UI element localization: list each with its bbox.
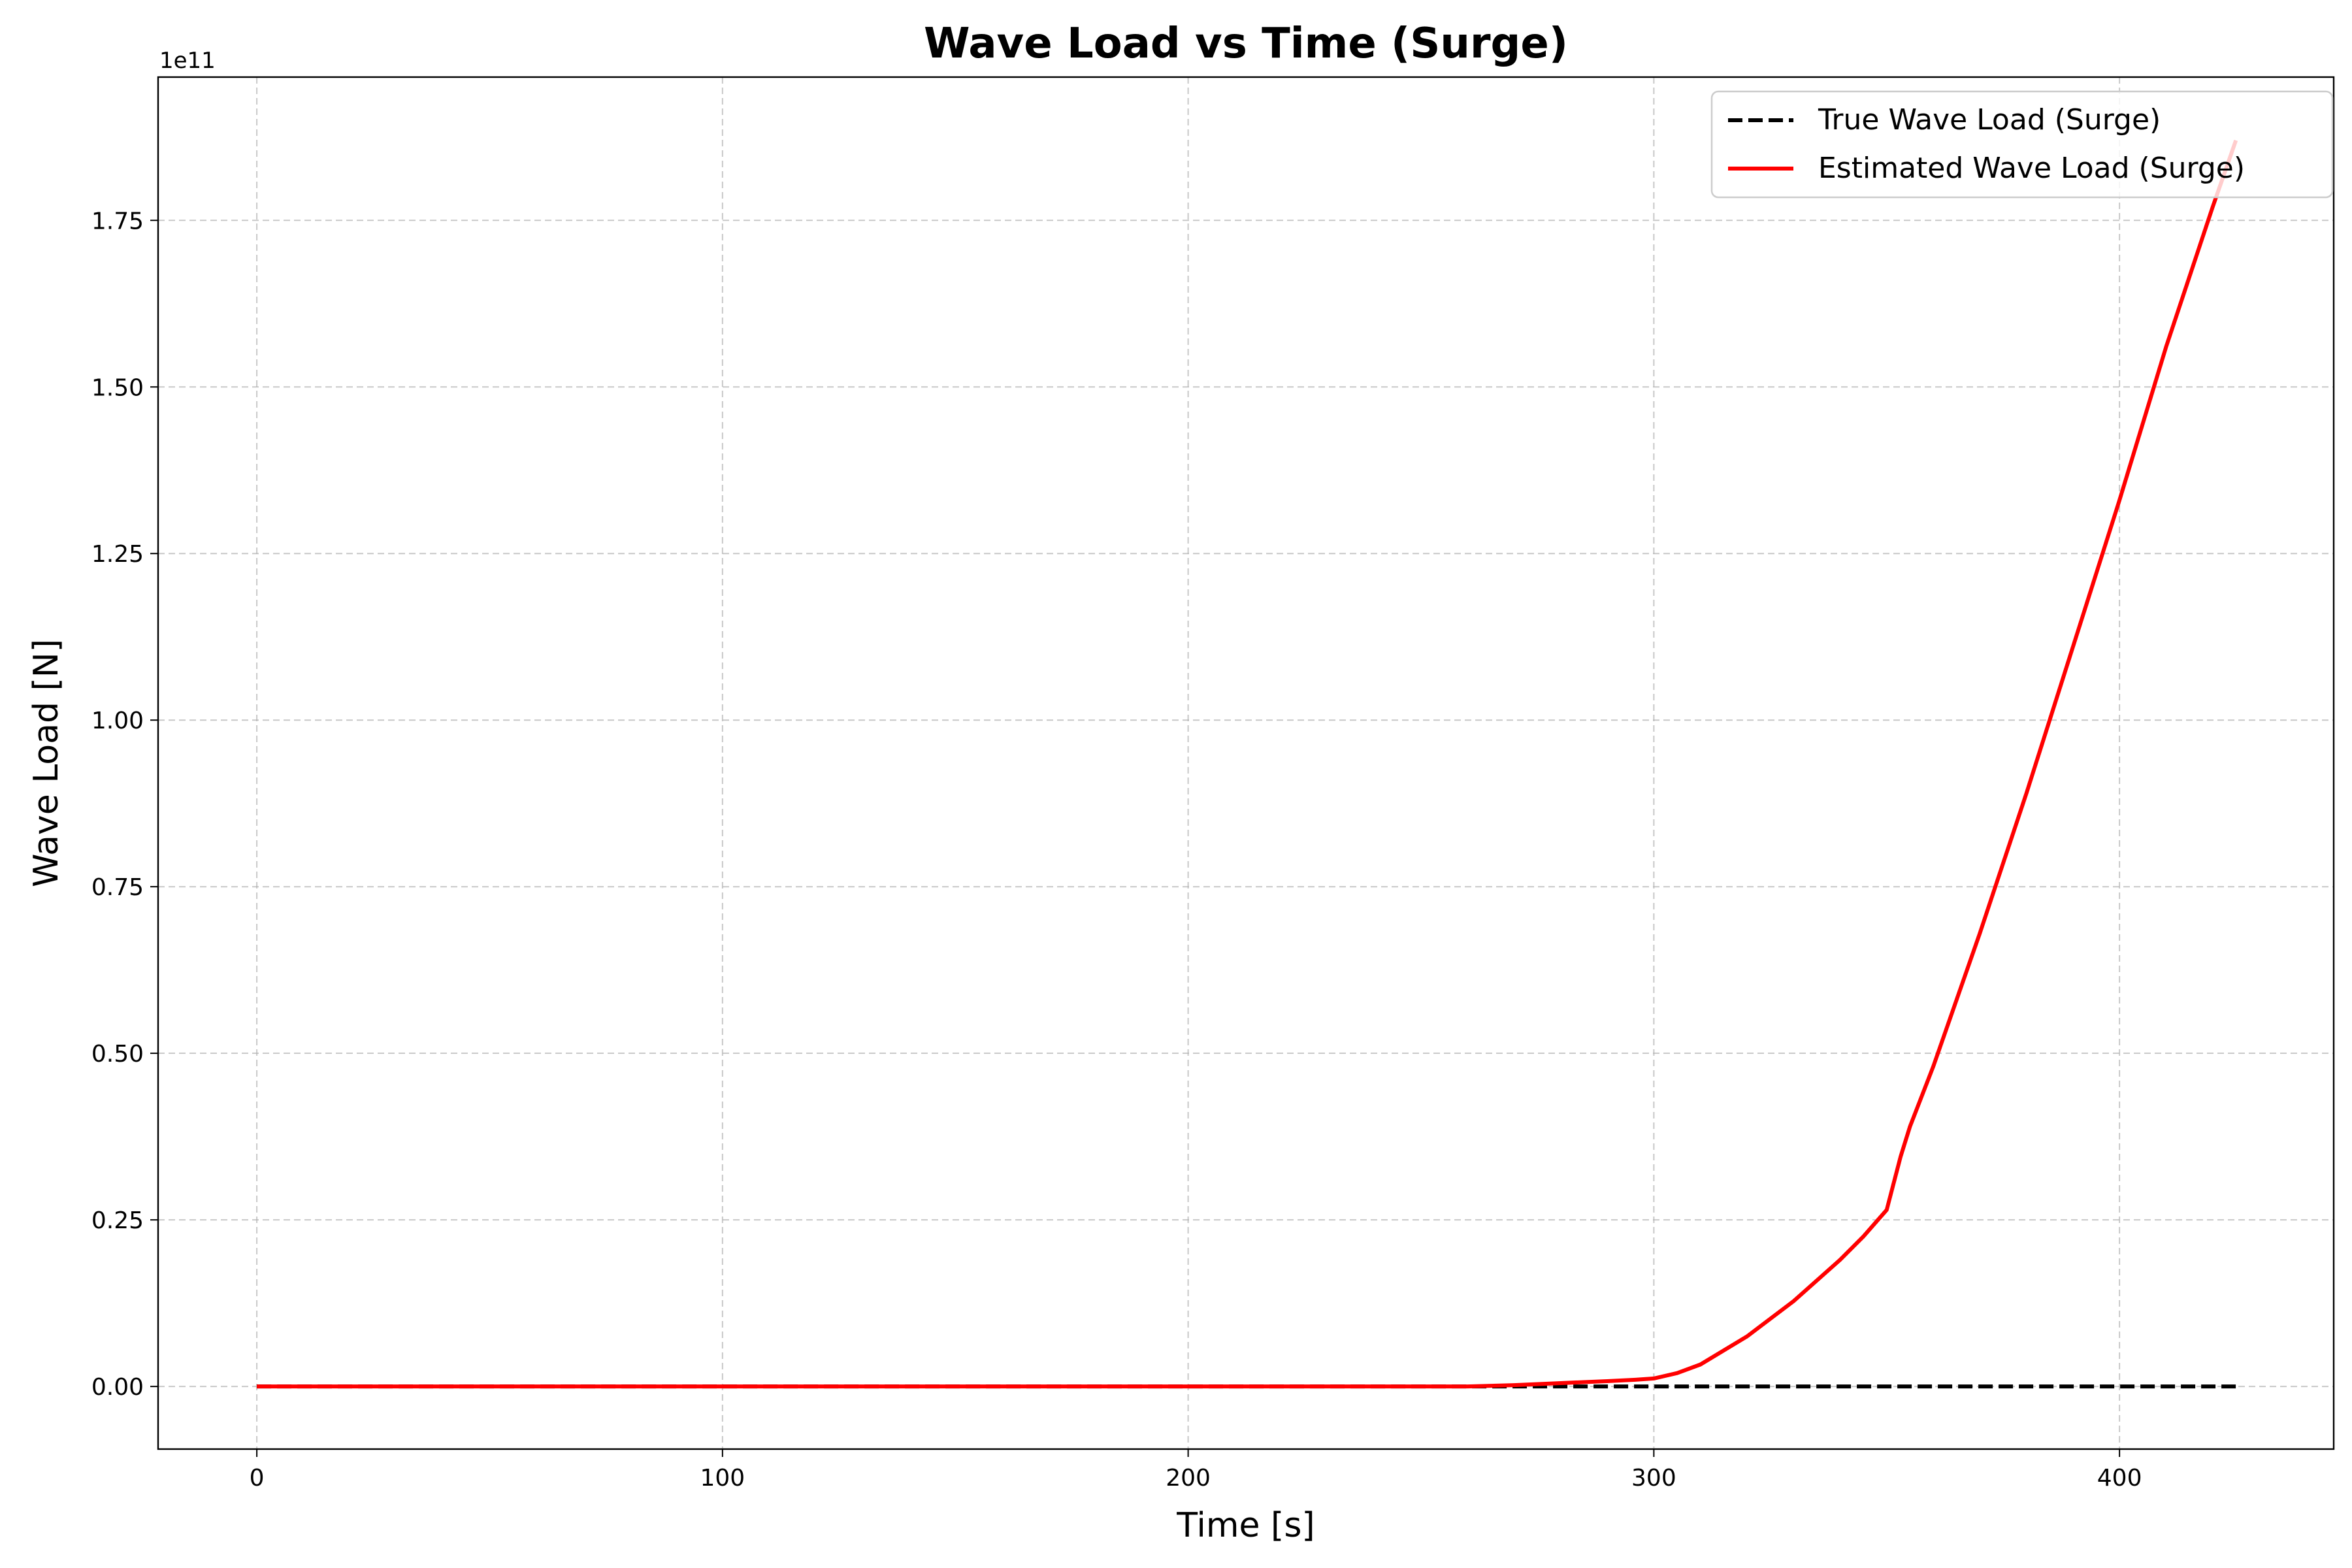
y-tick-label: 0.50 xyxy=(91,1041,144,1068)
legend-label-true: True Wave Load (Surge) xyxy=(1818,103,2161,137)
plot-lines xyxy=(257,139,2238,1389)
y-axis-label: Wave Load [N] xyxy=(27,639,66,887)
y-tick-label: 0.75 xyxy=(91,874,144,901)
legend-box xyxy=(1710,90,2334,199)
y-tick-label: 1.25 xyxy=(91,541,144,568)
chart-title: Wave Load vs Time (Surge) xyxy=(924,20,1568,68)
x-tick-label: 400 xyxy=(2097,1465,2142,1492)
series-line-estimated xyxy=(257,139,2238,1389)
x-tick-label: 300 xyxy=(1631,1465,1676,1492)
plot-frame xyxy=(157,76,2335,1450)
y-tick-label: 0.00 xyxy=(91,1374,144,1401)
legend-label-estimated: Estimated Wave Load (Surge) xyxy=(1818,152,2245,185)
y-tick-label: 1.00 xyxy=(91,708,144,734)
x-axis-label: Time [s] xyxy=(1176,1506,1315,1545)
x-tick-label: 100 xyxy=(700,1465,745,1492)
y-offset-label: 1e11 xyxy=(159,48,216,74)
legend: True Wave Load (Surge) Estimated Wave Lo… xyxy=(1710,90,2334,199)
axis-ticks: 0 100 200 300 400 0.00 0.25 0.50 0.75 1.00 1.25 1.5… xyxy=(91,208,2142,1492)
y-tick-label: 1.75 xyxy=(91,208,144,235)
x-tick-label: 200 xyxy=(1166,1465,1211,1492)
grid xyxy=(158,77,2334,1449)
y-tick-label: 0.25 xyxy=(91,1207,144,1234)
x-tick-label: 0 xyxy=(250,1465,265,1492)
y-tick-label: 1.50 xyxy=(91,374,144,401)
